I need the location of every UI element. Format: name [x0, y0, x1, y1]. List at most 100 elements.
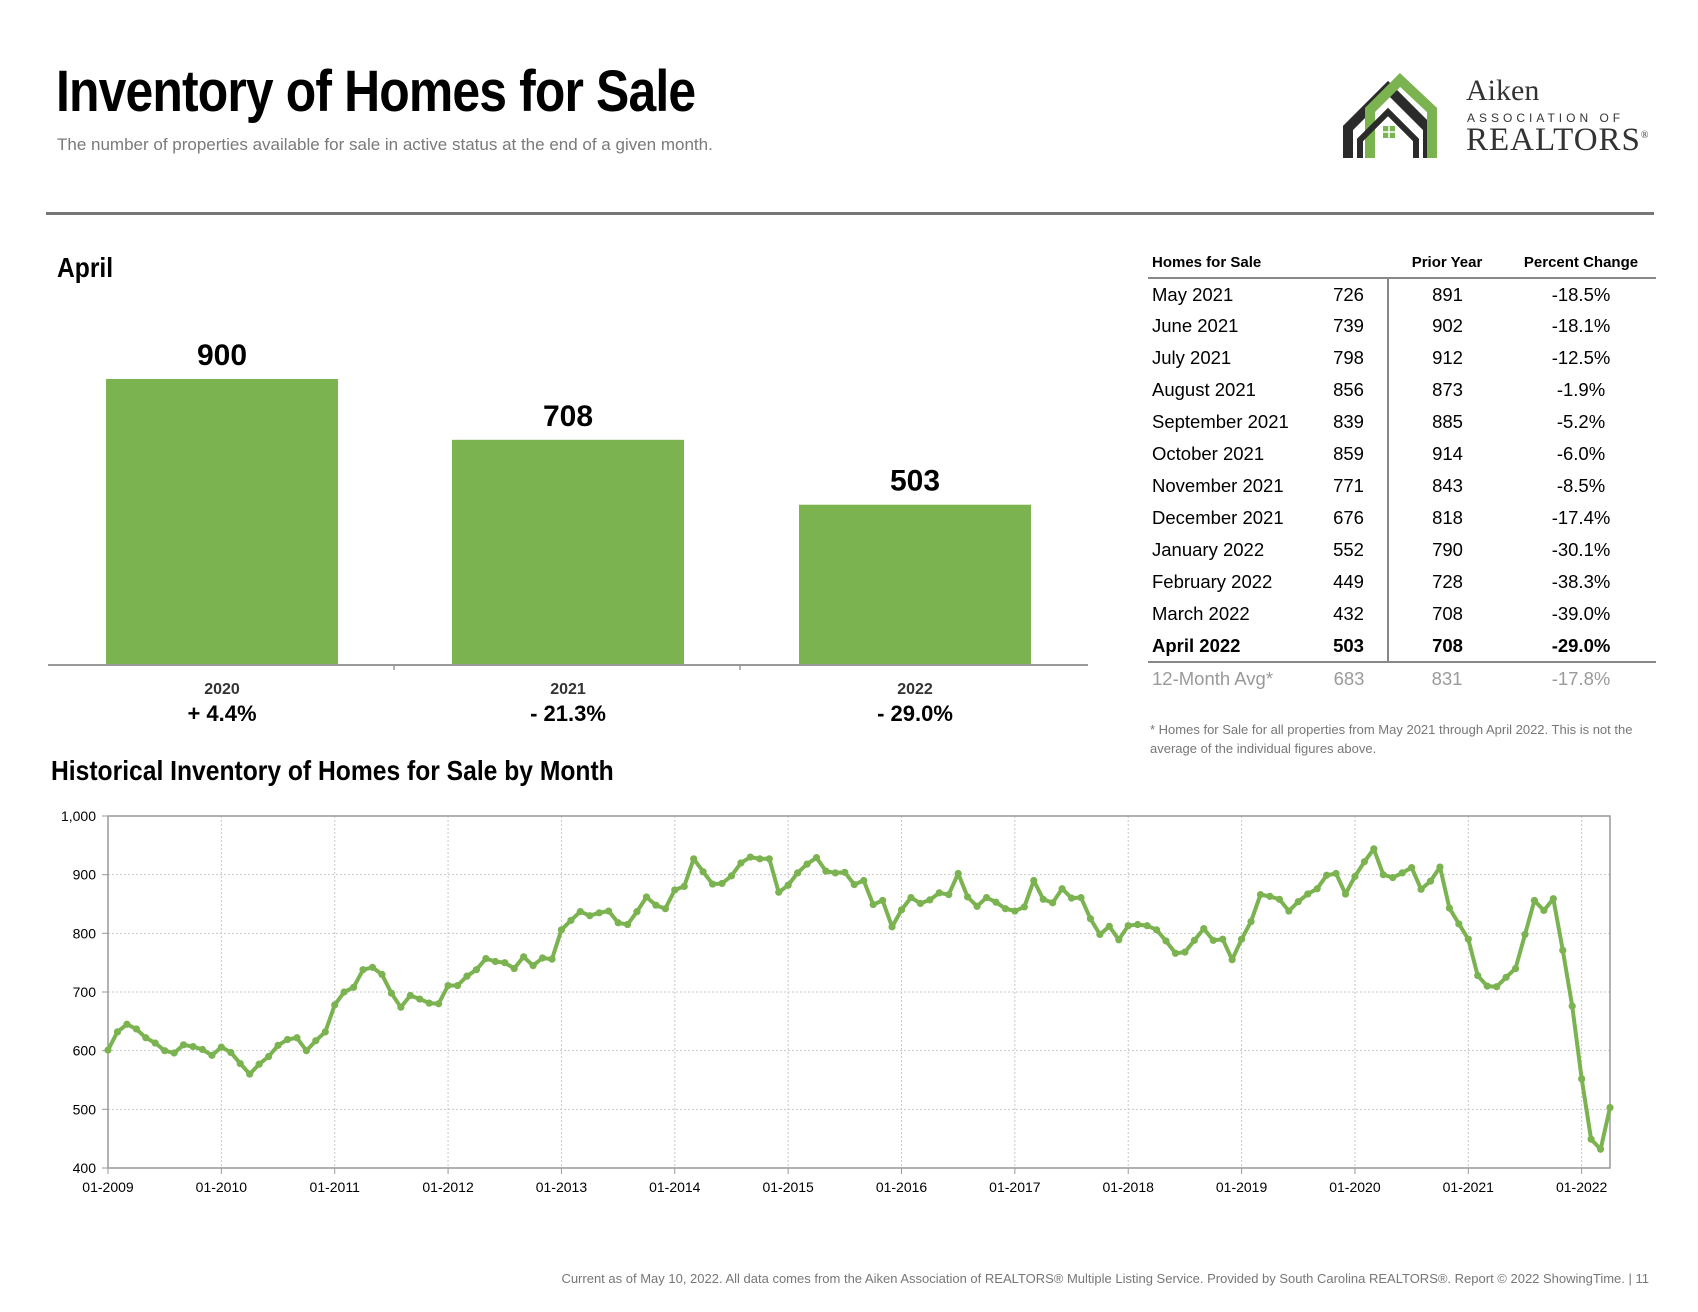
data-point — [661, 905, 669, 913]
month-cell: July 2021 — [1152, 347, 1232, 368]
data-point — [633, 908, 641, 916]
data-point — [416, 995, 424, 1003]
data-point — [482, 954, 490, 963]
y-tick-label: 700 — [73, 984, 97, 1000]
prior-year-cell: 843 — [1432, 475, 1463, 496]
data-point — [321, 1028, 329, 1036]
data-point — [236, 1059, 244, 1068]
data-point — [765, 855, 773, 863]
data-point — [529, 962, 537, 970]
data-point — [907, 893, 915, 902]
prior-year-cell: 885 — [1432, 411, 1463, 432]
data-point — [1077, 893, 1085, 902]
month-cell: May 2021 — [1152, 283, 1234, 305]
prior-year-cell: 873 — [1432, 379, 1463, 400]
data-point — [822, 867, 830, 875]
data-point — [453, 981, 462, 990]
value-cell: 683 — [1333, 667, 1365, 689]
data-point — [860, 876, 868, 885]
bar-2020 — [106, 379, 338, 664]
data-point — [1426, 877, 1435, 885]
data-point — [435, 1000, 443, 1008]
data-point — [520, 953, 528, 961]
percent-change-cell: -18.5% — [1551, 283, 1611, 305]
percent-change-cell: -17.4% — [1551, 507, 1611, 528]
data-point — [1285, 907, 1293, 915]
data-point — [170, 1049, 178, 1057]
x-tick-label: 01-2020 — [1329, 1179, 1381, 1195]
data-point — [1540, 906, 1548, 915]
data-point — [1370, 845, 1378, 853]
data-point — [179, 1041, 188, 1049]
prior-year-cell: 912 — [1432, 347, 1463, 368]
percent-change-cell: -17.8% — [1551, 667, 1611, 689]
bar-2022 — [799, 504, 1031, 664]
data-point — [1086, 915, 1095, 923]
homes-for-sale-table: Homes for Sale Prior Year Percent Change… — [1148, 250, 1656, 694]
bar-value-label: 900 — [197, 339, 247, 372]
table-row: April 2022 503 708 -29.0% — [1148, 630, 1656, 663]
y-tick-label: 800 — [73, 925, 97, 941]
logo-line-association: ASSOCIATION OF — [1467, 111, 1625, 125]
month-cell: June 2021 — [1152, 315, 1239, 336]
data-point — [746, 853, 754, 861]
data-point — [1493, 983, 1501, 991]
x-tick-label: 01-2011 — [310, 1179, 361, 1195]
header-homes-for-sale: Homes for Sale — [1148, 250, 1310, 279]
percent-change-cell: -18.1% — [1551, 315, 1611, 336]
data-point — [1143, 922, 1151, 930]
data-point — [1294, 898, 1302, 906]
month-cell: September 2021 — [1152, 411, 1289, 432]
data-point — [359, 966, 367, 974]
prior-year-cell: 708 — [1388, 630, 1506, 663]
data-point — [1521, 930, 1529, 939]
month-cell: August 2021 — [1152, 379, 1256, 400]
bar-category-label: 2021 — [550, 681, 586, 698]
data-point — [104, 1046, 112, 1054]
data-point — [784, 881, 792, 889]
data-point — [1134, 920, 1142, 929]
data-point — [1124, 922, 1132, 930]
x-tick-label: 01-2017 — [989, 1179, 1041, 1195]
data-point — [1181, 948, 1189, 956]
data-point — [756, 855, 764, 863]
data-point — [831, 869, 839, 877]
data-point — [1096, 930, 1104, 939]
data-point — [803, 860, 811, 868]
data-point — [1228, 956, 1236, 964]
data-point — [973, 902, 981, 910]
plot-frame — [107, 815, 1611, 1169]
historical-line-chart: 400 500 600 700 800 900 1,000 01-2009 01-2010 01-… — [61, 808, 1614, 1195]
data-point — [1606, 1103, 1614, 1112]
x-tick-label: 01-2013 — [536, 1179, 588, 1195]
data-point — [1171, 949, 1180, 957]
x-tick-label: 01-2012 — [422, 1179, 474, 1195]
data-point — [671, 886, 679, 894]
y-tick-label: 600 — [73, 1043, 97, 1059]
prior-year-cell: 818 — [1432, 507, 1463, 528]
data-point — [1049, 899, 1057, 907]
x-tick-label: 01-2022 — [1556, 1179, 1608, 1195]
month-cell: November 2021 — [1152, 475, 1284, 496]
data-point — [302, 1047, 310, 1055]
data-point — [255, 1060, 263, 1068]
data-point — [1209, 936, 1217, 944]
data-point — [227, 1048, 235, 1057]
prior-year-cell: 728 — [1432, 571, 1463, 592]
data-point — [945, 891, 953, 899]
data-point — [680, 882, 688, 890]
data-point — [1020, 903, 1028, 911]
data-point — [586, 912, 594, 920]
percent-change-cell: -6.0% — [1556, 443, 1606, 464]
table-row: March 2022 432 708 -39.0% — [1148, 598, 1656, 630]
data-point — [397, 1003, 405, 1011]
data-point — [208, 1051, 216, 1059]
data-point — [1445, 904, 1454, 912]
data-point — [718, 879, 726, 888]
header-current — [1310, 250, 1388, 279]
header-divider — [46, 212, 1654, 215]
data-point — [331, 1001, 339, 1009]
data-point — [548, 955, 556, 963]
percent-change-cell: -39.0% — [1551, 603, 1611, 624]
data-point — [1162, 937, 1170, 945]
